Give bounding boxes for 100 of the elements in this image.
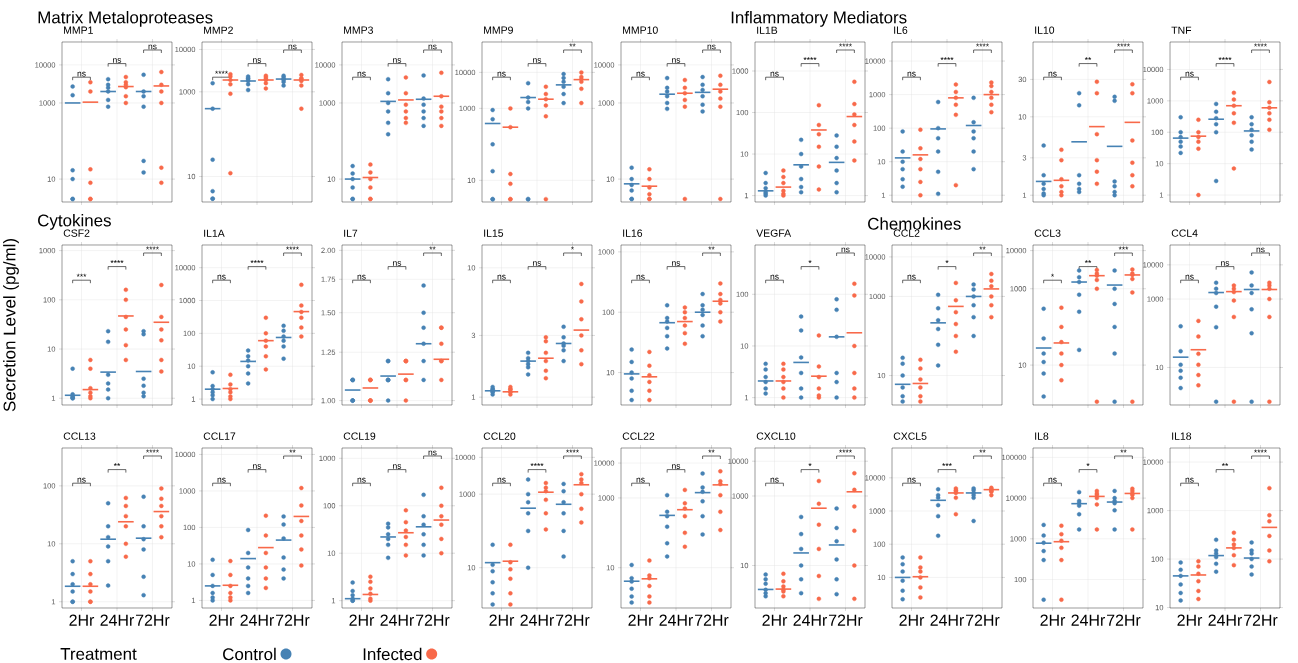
x-tick-label: 2Hr — [628, 614, 654, 626]
x-tick-label: 24Hr — [520, 614, 555, 626]
annotation: **** — [839, 43, 852, 47]
annotation: **** — [566, 449, 579, 453]
x-tick-label: 24Hr — [380, 614, 415, 626]
annotation: **** — [839, 449, 852, 453]
annotation: **** — [146, 449, 159, 453]
chart-title: IL1B — [757, 26, 778, 34]
annotation: ns — [148, 44, 157, 50]
chart-subtitle: Cytokines — [38, 214, 111, 230]
annotation: * — [945, 260, 949, 264]
legend-label: Infected — [363, 647, 422, 661]
annotation: ** — [708, 246, 715, 250]
annotation: ns — [1048, 71, 1057, 77]
chart-subtitle: Chemokines — [868, 217, 961, 230]
x-tick-label: 2Hr — [899, 614, 925, 626]
chart-title: CCL2 — [893, 229, 920, 237]
x-tick-label: 24Hr — [1208, 614, 1243, 626]
chart-title: CCL3 — [1034, 229, 1061, 237]
chart-title: MMP2 — [204, 26, 233, 34]
annotation: **** — [286, 246, 299, 250]
chart-title: IL6 — [894, 26, 908, 34]
annotation: ** — [1084, 57, 1092, 61]
annotation: ns — [77, 71, 86, 77]
annotation: ns — [393, 261, 402, 266]
annotation: ns — [1185, 274, 1194, 280]
chart-title: CCL13 — [63, 432, 96, 440]
annotation: ns — [357, 274, 366, 280]
chart-title: MMP10 — [623, 26, 658, 34]
annotation: ns — [1185, 71, 1194, 77]
annotation: ns — [217, 274, 226, 280]
annotation: ns — [113, 58, 122, 63]
chart-title: MMP1 — [64, 26, 93, 34]
annotation: **** — [530, 463, 544, 467]
x-tick-label: 2Hr — [209, 614, 235, 626]
x-tick-label: 72Hr — [276, 614, 310, 626]
annotation: ns — [1221, 261, 1230, 266]
chart-title: IL18 — [1172, 432, 1192, 440]
annotation: ns — [288, 44, 297, 50]
annotation: **** — [110, 260, 124, 264]
x-tick-label: 72Hr — [1244, 614, 1278, 626]
annotation: ns — [357, 71, 366, 77]
chart-title: IL7 — [344, 229, 358, 237]
annotation: ns — [253, 464, 262, 469]
chart-title: CXCL5 — [893, 432, 927, 440]
x-tick-label: 72Hr — [966, 614, 1000, 626]
annotation: * — [1051, 273, 1055, 277]
chart-title: CCL4 — [1171, 229, 1198, 237]
x-tick-label: 2Hr — [762, 614, 788, 626]
x-tick-label: 72Hr — [829, 614, 863, 626]
chart-title: CSF2 — [63, 229, 90, 237]
annotation: **** — [146, 246, 159, 250]
x-tick-label: 72Hr — [695, 614, 729, 626]
annotation: **** — [250, 260, 264, 264]
annotation: ** — [1084, 260, 1092, 264]
annotation: ** — [569, 43, 576, 47]
annotation: * — [808, 463, 812, 467]
x-tick-label: 24Hr — [659, 614, 694, 626]
annotation: **** — [940, 57, 954, 61]
x-tick-label: 24Hr — [100, 614, 134, 626]
chart-title: IL1A — [204, 229, 225, 237]
annotation: **** — [976, 43, 989, 47]
x-tick-label: 24Hr — [1071, 614, 1106, 626]
annotation: ns — [636, 71, 645, 77]
annotation: ** — [1221, 463, 1229, 467]
legend-title: Treatment — [60, 648, 137, 660]
x-tick-label: 24Hr — [793, 614, 828, 626]
x-tick-label: 2Hr — [1177, 614, 1203, 626]
chart-title: IL16 — [623, 229, 643, 237]
annotation: **** — [1218, 57, 1232, 61]
x-tick-label: 24Hr — [930, 614, 965, 626]
x-tick-label: 2Hr — [489, 614, 515, 626]
annotation: * — [570, 246, 574, 250]
annotation: ** — [979, 449, 986, 453]
chart-title: IL15 — [484, 229, 504, 237]
annotation: ** — [289, 449, 296, 453]
annotation: *** — [942, 463, 952, 467]
chart-title: CXCL10 — [756, 432, 796, 440]
annotation: ** — [708, 449, 715, 453]
annotation: ns — [428, 44, 437, 50]
annotation: ns — [707, 44, 716, 50]
x-tick-label: 2Hr — [1040, 614, 1066, 626]
chart-title: CCL17 — [203, 432, 236, 440]
annotation: ** — [1120, 449, 1127, 453]
annotation: ns — [533, 261, 542, 266]
annotation: *** — [76, 273, 87, 277]
annotation: ns — [907, 274, 916, 280]
chart-title: CCL20 — [483, 432, 516, 440]
y-axis-title: Secretion Level (pg/ml) — [3, 239, 19, 412]
annotation: ns — [1185, 477, 1194, 483]
annotation: ns — [357, 477, 366, 483]
legend-label: Control — [223, 647, 276, 661]
chart-title: CCL22 — [622, 432, 655, 440]
x-tick-label: 72Hr — [416, 614, 450, 626]
annotation: ** — [113, 463, 121, 467]
x-tick-label: 72Hr — [136, 614, 170, 626]
annotation: ns — [393, 58, 402, 63]
annotation: ns — [497, 477, 506, 483]
chart-title: MMP9 — [484, 26, 513, 34]
chart-subtitle: Inflammatory Mediators — [731, 11, 907, 27]
